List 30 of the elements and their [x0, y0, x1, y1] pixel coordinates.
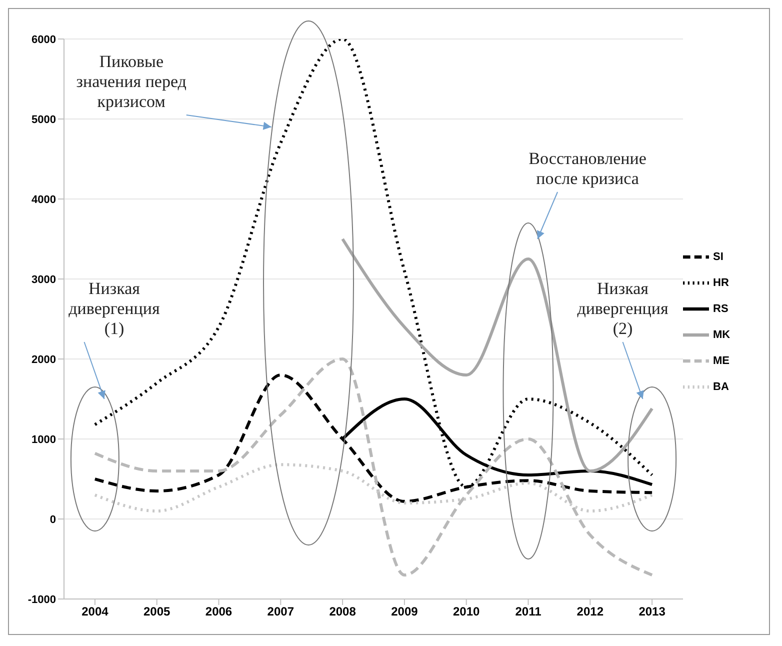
x-tick-label: 2010: [453, 604, 480, 619]
legend-label: BA: [713, 380, 729, 392]
x-tick-label: 2009: [391, 604, 418, 619]
line-series: [93, 358, 654, 576]
x-tick-label: 2005: [144, 604, 171, 619]
legend-label: RS: [713, 302, 728, 314]
x-tick-label: 2008: [329, 604, 356, 619]
x-tick-label: 2012: [576, 604, 604, 619]
annotation: Восстановление после кризиса: [528, 149, 646, 188]
x-tick-label: 2006: [205, 604, 232, 619]
y-tick-label: -1000: [28, 594, 56, 606]
y-tick-label: 5000: [32, 114, 56, 126]
x-tick-label: 2011: [515, 604, 542, 619]
legend-label: MK: [713, 328, 730, 340]
x-tick-label: 2007: [267, 604, 294, 619]
y-tick-label: 2000: [32, 354, 56, 366]
legend-label: SI: [713, 250, 724, 262]
x-tick-label: 2004: [82, 604, 109, 619]
y-tick-label: 4000: [32, 194, 56, 206]
annotation: Пиковые значения перед кризисом: [76, 52, 187, 111]
annotation: Низкая дивергенция (1): [68, 279, 160, 338]
y-tick-label: 0: [50, 514, 56, 526]
legend-label: ME: [713, 354, 730, 366]
legend-label: HR: [713, 276, 729, 288]
y-tick-label: 6000: [32, 34, 56, 46]
y-tick-label: 1000: [32, 434, 56, 446]
line-series: [93, 463, 654, 512]
y-tick-label: 3000: [32, 274, 56, 286]
annotation: Низкая дивергенция (2): [577, 279, 668, 338]
x-tick-label: 2013: [638, 604, 666, 619]
